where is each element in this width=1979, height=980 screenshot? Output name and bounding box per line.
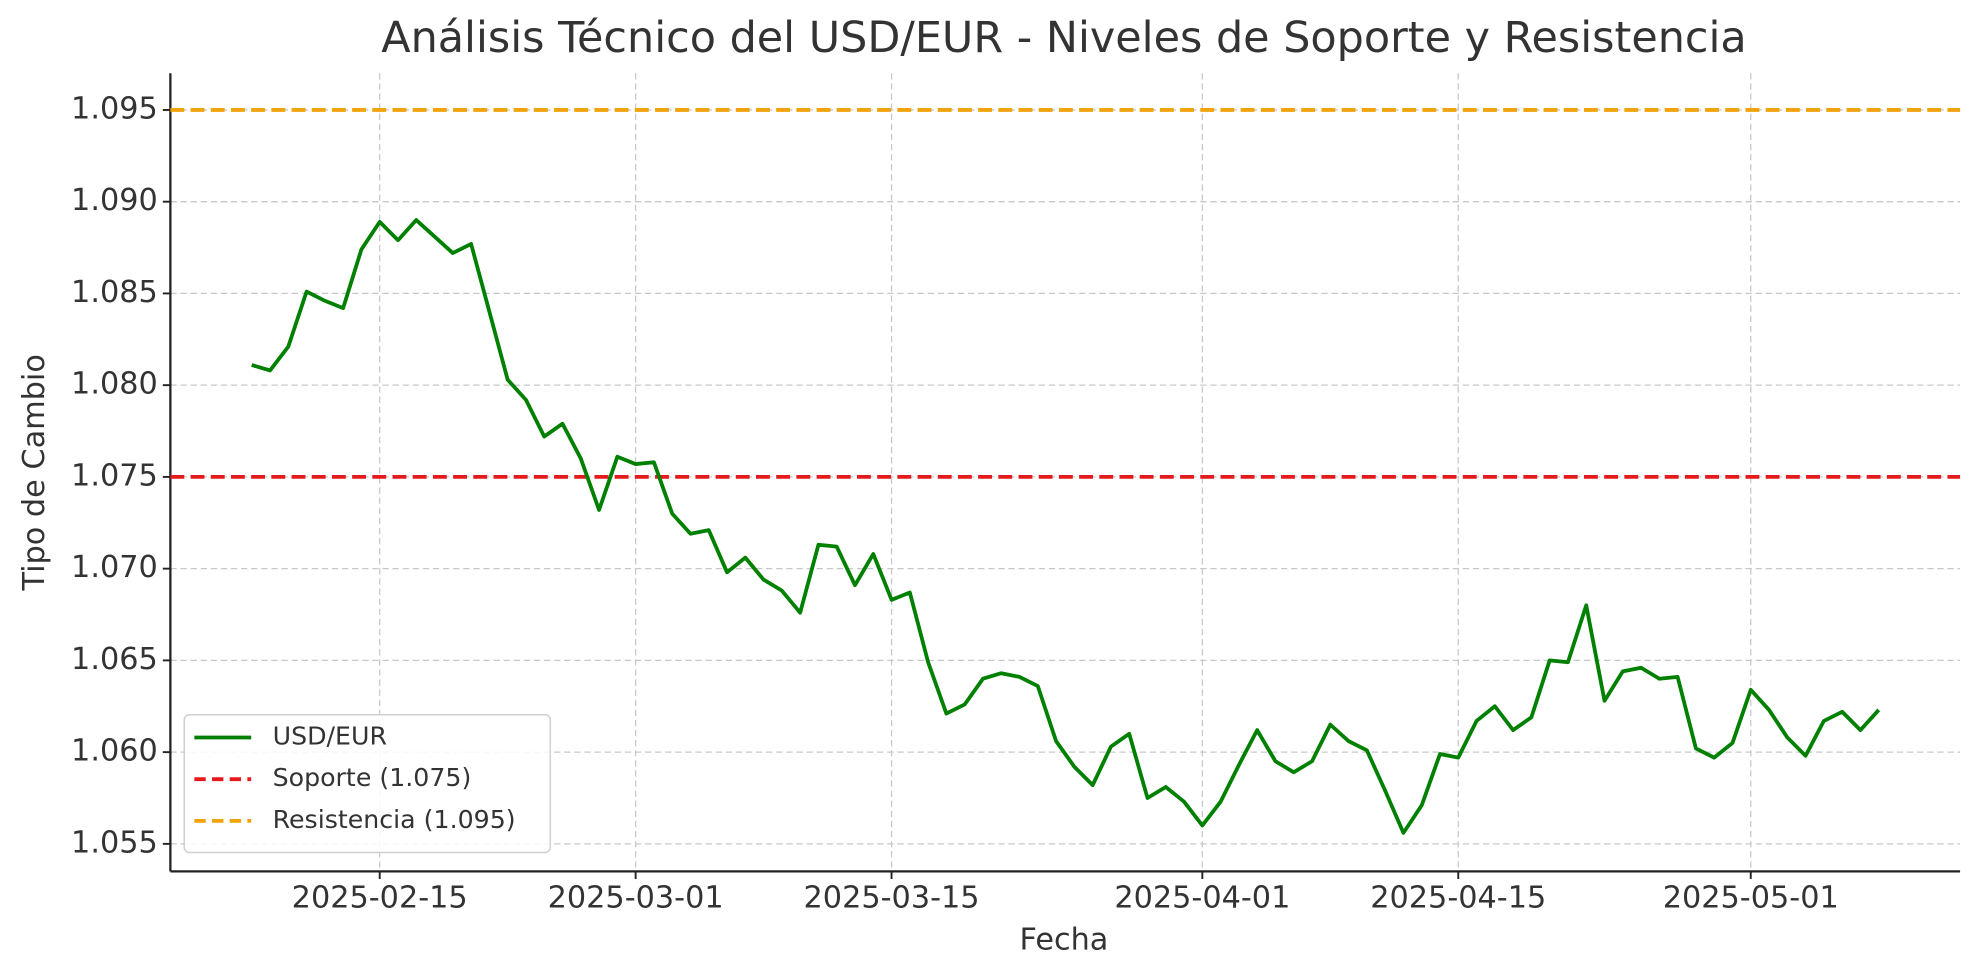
y-tick-label: 1.075 <box>71 458 158 493</box>
x-tick-label: 2025-05-01 <box>1663 881 1839 916</box>
x-tick-label: 2025-04-15 <box>1370 881 1546 916</box>
y-tick-label: 1.080 <box>71 367 158 402</box>
x-axis-label: Fecha <box>1020 922 1109 957</box>
x-tick-label: 2025-03-15 <box>804 881 980 916</box>
data-line <box>251 218 1881 835</box>
y-tick-label: 1.090 <box>71 183 158 218</box>
chart-title: Análisis Técnico del USD/EUR - Niveles d… <box>381 13 1746 63</box>
x-tick-label: 2025-04-01 <box>1114 881 1290 916</box>
y-tick-label: 1.055 <box>71 825 158 860</box>
legend-label: Soporte (1.075) <box>273 763 472 792</box>
legend: USD/EUR Soporte (1.075) Resistencia (1.095… <box>183 714 552 854</box>
y-tick-label: 1.085 <box>71 275 158 310</box>
y-tick-label: 1.070 <box>71 550 158 585</box>
x-tick-label: 2025-03-01 <box>548 881 724 916</box>
x-tick-label: 2025-02-15 <box>292 881 468 916</box>
y-tick-label: 1.065 <box>71 642 158 677</box>
legend-label: USD/EUR <box>273 722 387 751</box>
y-tick-label: 1.060 <box>71 734 158 769</box>
legend-box <box>183 714 552 854</box>
y-axis-label: Tipo de Cambio <box>17 354 52 591</box>
legend-label: Resistencia (1.095) <box>273 805 516 834</box>
y-tick-label: 1.095 <box>71 91 158 126</box>
